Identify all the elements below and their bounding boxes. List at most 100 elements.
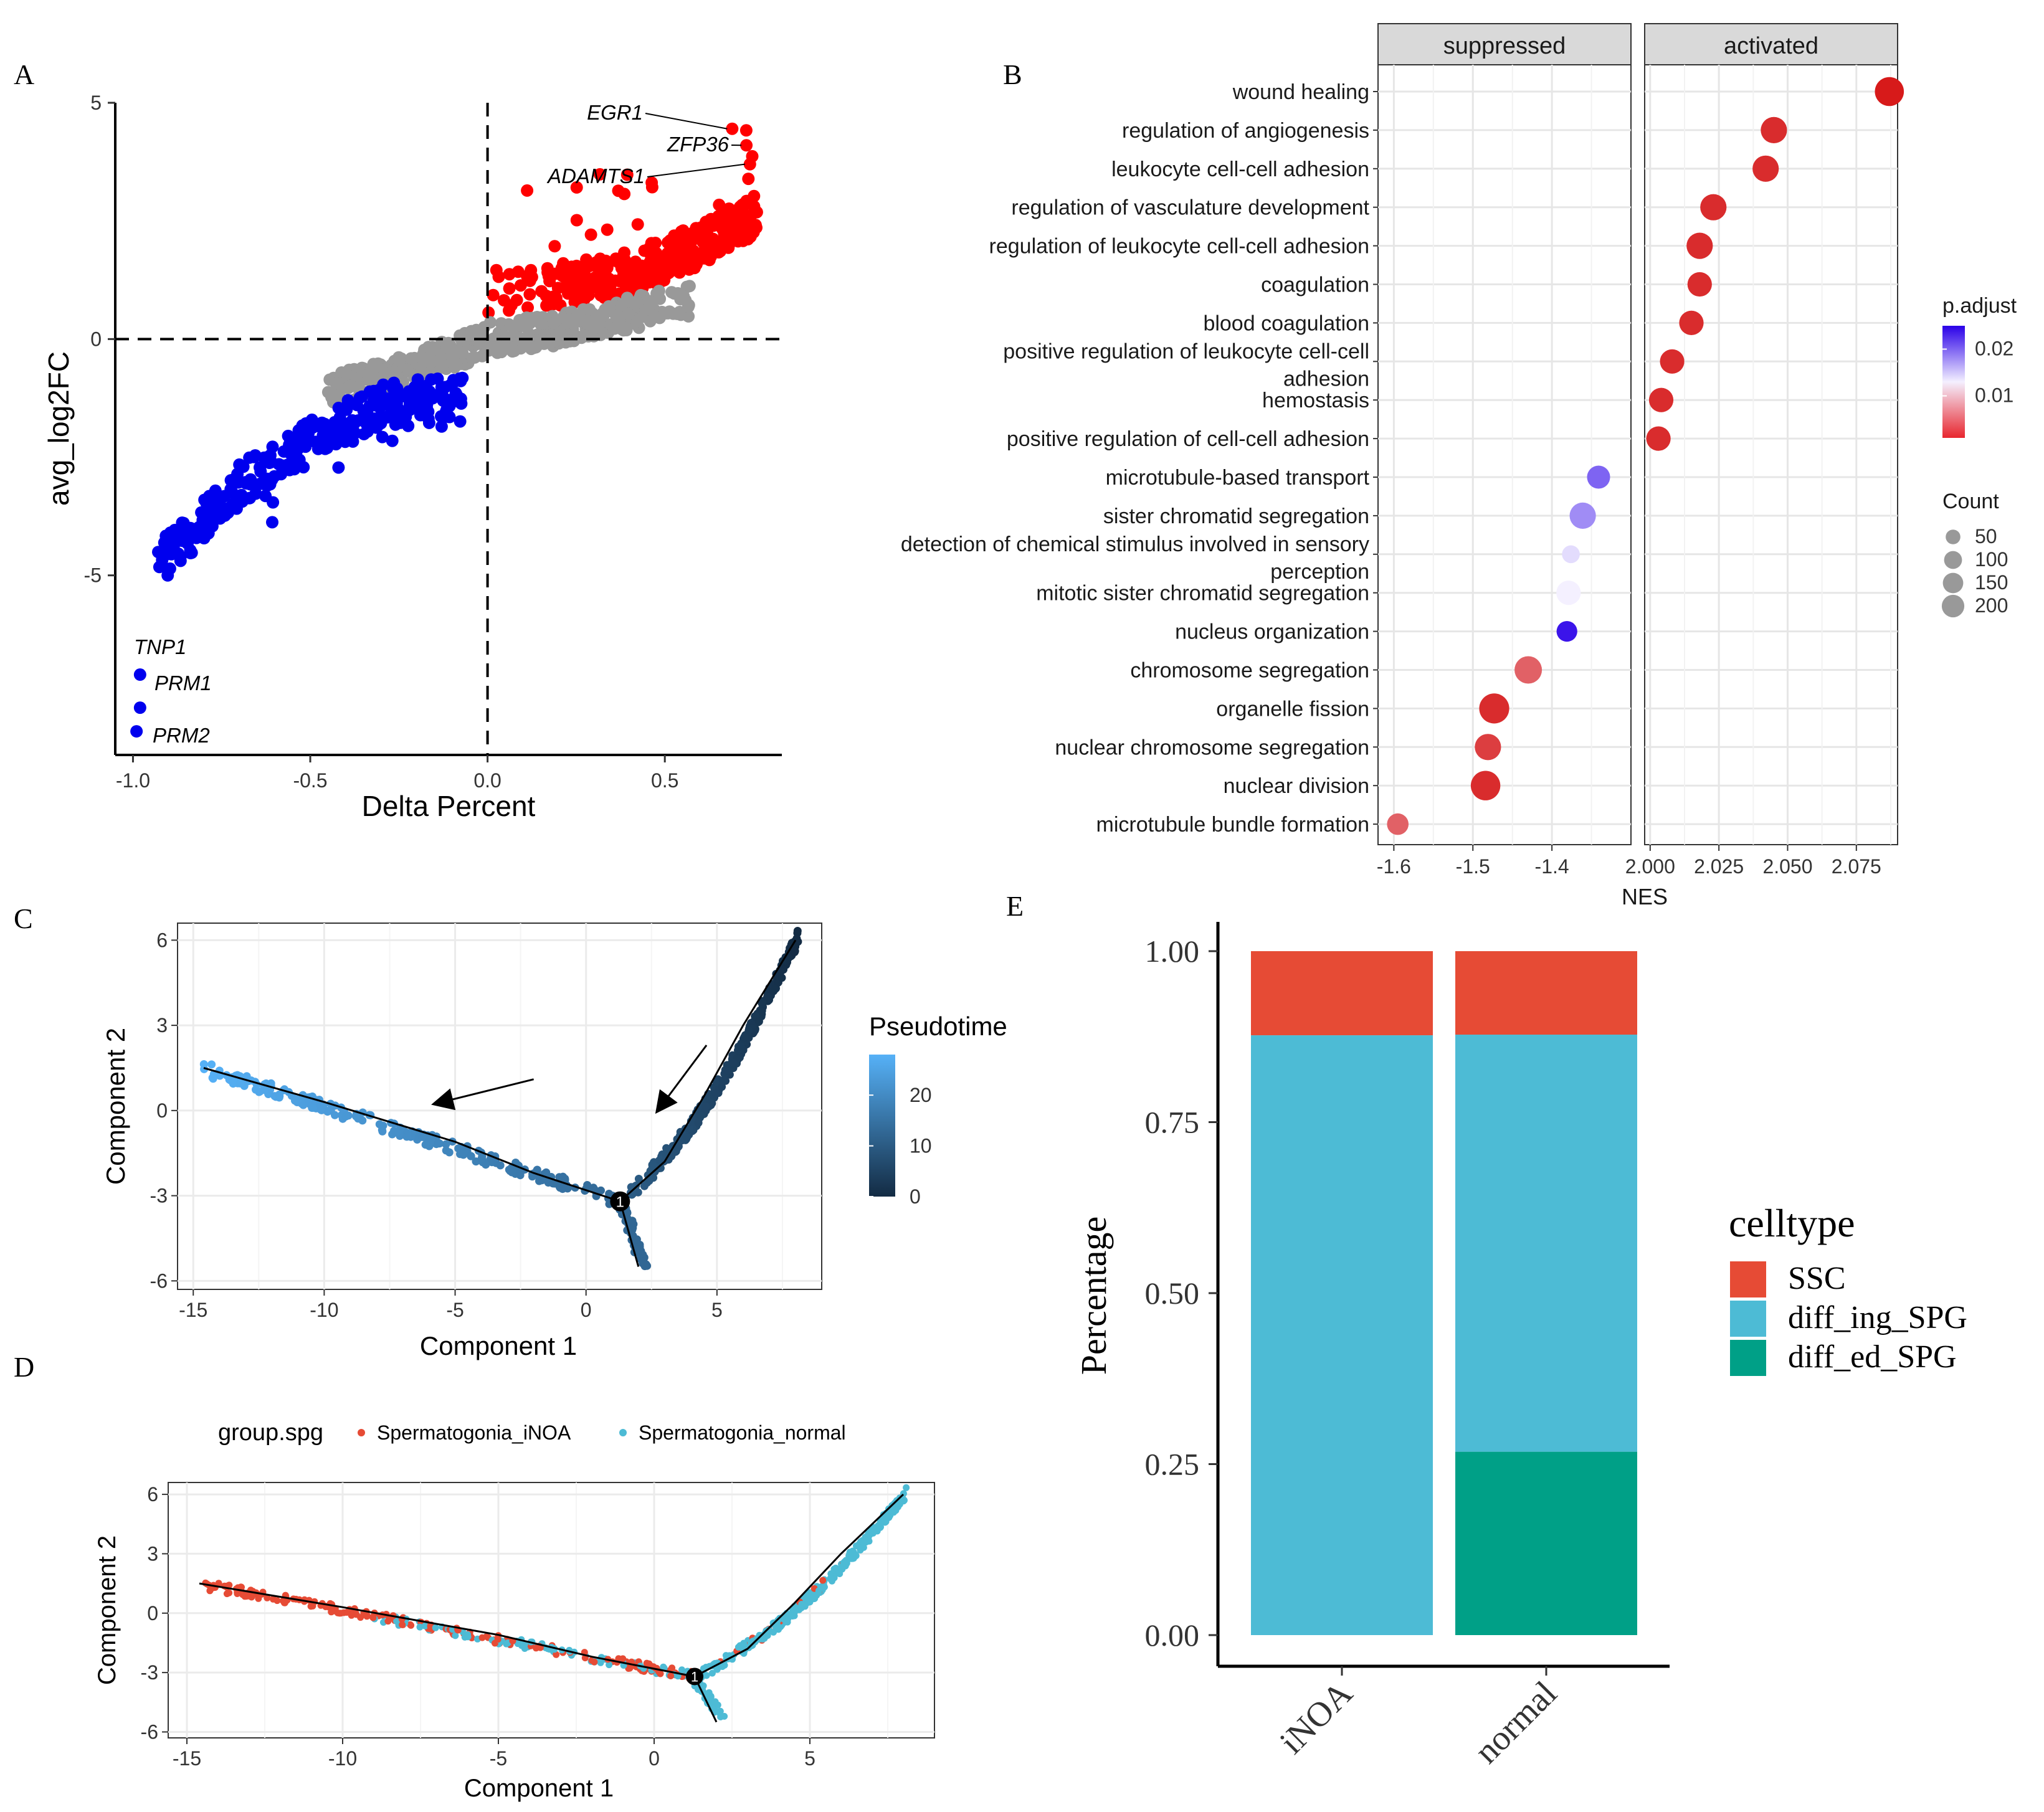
cell-point	[819, 1577, 827, 1584]
celltype-legend-label: diff_ed_SPG	[1788, 1339, 1957, 1375]
cell-point	[445, 1148, 454, 1157]
go-term-label: mitotic sister chromatid segregation	[1036, 582, 1369, 605]
volcano-point-down	[368, 412, 381, 425]
cell-point	[553, 1651, 560, 1658]
volcano-point-ns	[487, 332, 500, 345]
cell-point	[634, 1188, 642, 1197]
x-tick-label: 2.000	[1625, 855, 1675, 878]
volcano-point-ns	[483, 344, 495, 357]
go-term-label: nuclear division	[1224, 774, 1369, 798]
x-tick-label: -1.6	[1377, 855, 1411, 878]
cell-point	[863, 1534, 871, 1542]
volcano-point-ns	[622, 307, 635, 320]
volcano-point-up	[748, 200, 761, 213]
volcano-point-up	[593, 168, 606, 181]
volcano-point-ns	[534, 317, 547, 330]
volcano-point-up	[521, 301, 534, 314]
volcano-point-down	[272, 458, 285, 471]
cell-point	[701, 1102, 710, 1111]
volcano-point-ns	[523, 327, 535, 340]
go-term-label-line: positive regulation of leukocyte cell-ce…	[1003, 339, 1369, 363]
panel-letter-b: B	[1003, 59, 1022, 90]
volcano-point-down	[394, 416, 407, 429]
facet-label-activated: activated	[1724, 33, 1818, 59]
volcano-point-ns	[330, 377, 343, 390]
y-tick-label: 0.00	[1145, 1618, 1200, 1653]
volcano-point-ns	[547, 316, 560, 330]
volcano-point-ns	[335, 366, 348, 379]
y-tick-label: 3	[147, 1542, 158, 1565]
cell-point	[789, 947, 798, 956]
volcano-point-ns	[426, 341, 439, 354]
volcano-point-up	[620, 168, 634, 181]
x-tick-label: -0.5	[293, 769, 327, 792]
panel-b-gsea-dotplot: suppressed activated wound healing regula…	[901, 23, 2017, 909]
x-tick-label: normal	[1467, 1674, 1564, 1771]
cell-point	[705, 1692, 712, 1699]
volcano-point-up	[578, 268, 591, 282]
volcano-point-ns	[563, 334, 576, 348]
x-tick-label: 0.0	[473, 769, 501, 792]
go-term-label: blood coagulation	[1203, 311, 1369, 335]
volcano-point-ns	[588, 321, 601, 334]
volcano-point-up	[668, 244, 681, 257]
volcano-point-ns	[583, 303, 596, 316]
padjust-tick-label: 0.02	[1975, 338, 2013, 360]
panel-d-frame	[168, 1482, 935, 1738]
cell-point	[392, 1128, 401, 1137]
cell-point	[330, 1607, 337, 1615]
volcano-point-up	[584, 228, 597, 241]
volcano-point-up	[620, 269, 633, 282]
count-legend-dot	[1944, 551, 1962, 569]
cell-point	[421, 1141, 430, 1149]
volcano-point-up	[683, 234, 696, 247]
cell-point	[711, 1698, 719, 1705]
cell-point	[803, 1593, 810, 1600]
cell-point	[478, 1634, 486, 1641]
y-tick-label: 3	[156, 1014, 168, 1036]
cell-point	[379, 1121, 387, 1130]
cell-point	[496, 1161, 505, 1170]
volcano-point-down	[454, 415, 467, 428]
volcano-point-up	[614, 257, 627, 270]
gsea-dot	[1660, 349, 1685, 374]
cell-point	[255, 1595, 262, 1602]
panel-d-ticks: -15 -10 -5 0 5 6 3 0 -3 -6	[141, 1483, 815, 1770]
cell-point	[649, 1162, 658, 1170]
panel-e-bars	[1251, 951, 1637, 1635]
cell-point	[708, 1669, 716, 1677]
go-term-label: chromosome segregation	[1130, 659, 1369, 683]
go-term-label: detection of chemical stimulus involved …	[901, 533, 1369, 584]
volcano-point-down	[386, 434, 399, 447]
volcano-point-up	[578, 292, 591, 305]
volcano-point-down	[440, 410, 453, 423]
volcano-point-up	[546, 290, 559, 303]
volcano-point-down	[168, 524, 181, 537]
volcano-point-down	[447, 374, 460, 387]
volcano-point-up	[648, 261, 661, 274]
panel-b-gridlines	[1378, 65, 1898, 845]
volcano-point-down	[244, 491, 257, 505]
cell-point	[758, 1007, 766, 1016]
gsea-dot	[1648, 387, 1674, 412]
volcano-point-up	[742, 173, 755, 186]
volcano-point-up	[649, 250, 662, 263]
volcano-point-down	[244, 478, 257, 491]
go-term-label: hemostasis	[1262, 389, 1369, 412]
cell-point	[718, 1076, 727, 1085]
volcano-point-up	[548, 240, 561, 253]
volcano-point-down	[243, 451, 256, 464]
volcano-point-up	[739, 124, 753, 137]
panel-c-frame	[177, 923, 822, 1290]
gene-label: PRM1	[154, 671, 212, 695]
panel-b-term-labels: wound healing regulation of angiogenesis l…	[901, 80, 1378, 837]
panel-b-dots	[1387, 77, 1904, 835]
count-legend-dot	[1941, 594, 1965, 618]
panel-d-trajectory: 1	[199, 1494, 905, 1723]
volcano-point-up	[612, 184, 625, 197]
volcano-point-down	[376, 430, 389, 444]
pseudotime-tick-label: 0	[910, 1185, 921, 1208]
go-term-label: leukocyte cell-cell adhesion	[1111, 158, 1369, 181]
x-tick-label: -5	[446, 1299, 463, 1321]
volcano-point-down	[322, 432, 335, 445]
